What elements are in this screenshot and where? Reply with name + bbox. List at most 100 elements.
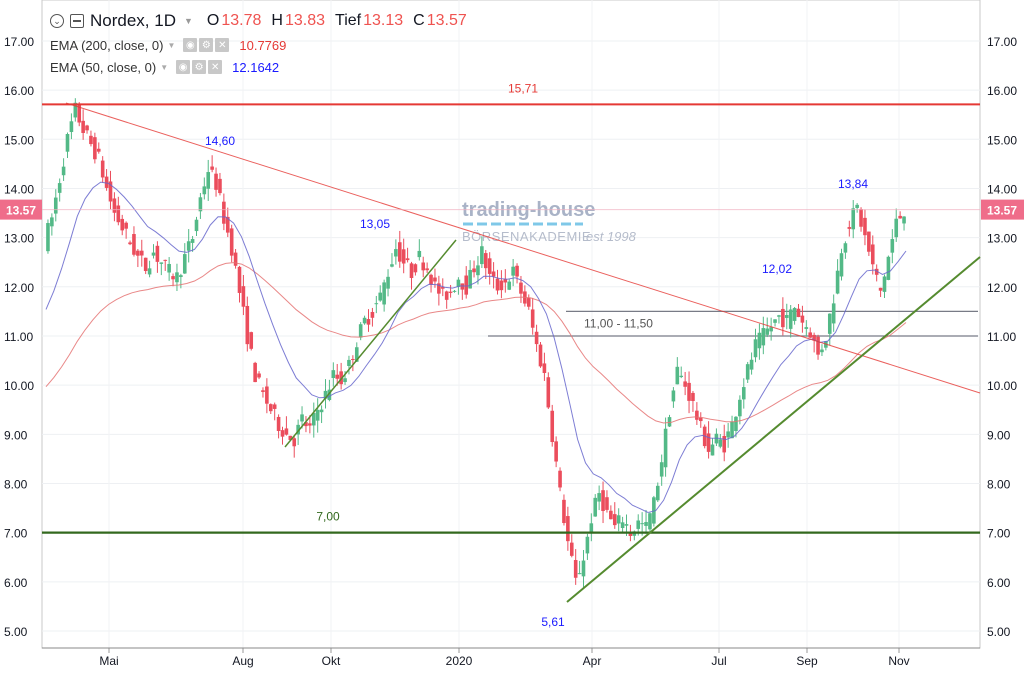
caret-down-icon[interactable]: ▼ xyxy=(183,16,193,26)
candle-body xyxy=(128,242,132,245)
y-tick-left: 7.00 xyxy=(4,527,28,541)
gear-icon[interactable]: ⚙ xyxy=(199,38,214,52)
watermark-line2: BÖRSENAKADEMIE xyxy=(462,229,591,244)
candle-body xyxy=(268,404,273,412)
candle-body xyxy=(765,328,770,335)
gear-icon[interactable]: ⚙ xyxy=(192,60,207,74)
candle-body xyxy=(898,215,902,219)
ema50-value: 12.1642 xyxy=(232,59,280,75)
y-tick-right: 15.00 xyxy=(987,133,1017,147)
candle-body xyxy=(210,166,214,170)
candle-body xyxy=(589,523,594,533)
candle-body xyxy=(808,332,813,338)
candle-body xyxy=(421,262,426,271)
candle-body xyxy=(550,410,555,443)
candle-body xyxy=(679,375,684,378)
candle-body xyxy=(335,374,340,379)
candle-body xyxy=(620,522,625,529)
candle-body xyxy=(691,392,695,402)
candle-body xyxy=(585,536,590,554)
candle-body xyxy=(878,287,883,291)
close-icon[interactable]: ✕ xyxy=(215,38,230,52)
candle-body xyxy=(386,276,390,289)
watermark-line3: est 1998 xyxy=(586,229,637,244)
horizontal-levels: 15,71 7,00 xyxy=(42,81,980,534)
candle-body xyxy=(53,197,58,214)
y-tick-right: 13.00 xyxy=(987,232,1017,246)
x-tick-label: Okt xyxy=(322,654,341,668)
candle-body xyxy=(159,262,164,264)
support-zone: 11,00 - 11,50 xyxy=(488,310,978,337)
candle-body xyxy=(147,268,152,275)
y-tick-right: 7.00 xyxy=(987,527,1011,541)
candle-body xyxy=(781,308,785,328)
candle-body xyxy=(566,516,570,542)
candle-body xyxy=(296,424,300,435)
candle-body xyxy=(616,515,621,524)
price-annotation: 13,05 xyxy=(360,217,390,231)
candle-body xyxy=(753,339,758,358)
candle-body xyxy=(710,444,715,456)
y-tick-right: 6.00 xyxy=(987,576,1011,590)
price-annotation: 12,02 xyxy=(762,262,792,276)
y-tick-right: 5.00 xyxy=(987,625,1011,639)
uptrend-line-short xyxy=(284,239,457,448)
candle-body xyxy=(362,317,367,324)
candle-body xyxy=(136,250,140,256)
symbol-title[interactable]: Nordex, 1D xyxy=(90,11,176,30)
candle-body xyxy=(280,430,285,437)
candle-body xyxy=(472,268,476,273)
caret-down-icon[interactable]: ▼ xyxy=(167,40,176,50)
y-tick-left: 12.00 xyxy=(4,281,34,295)
candle-body xyxy=(816,336,820,355)
close-icon[interactable]: ✕ xyxy=(208,60,223,74)
collapse-icon[interactable] xyxy=(70,14,84,28)
ema50-label[interactable]: EMA (50, close, 0) xyxy=(50,59,157,75)
candle-body xyxy=(519,282,523,294)
last-price-label-right: 13.57 xyxy=(987,204,1017,218)
candle-body xyxy=(831,303,836,324)
last-price-tag-left xyxy=(0,199,42,220)
candle-body xyxy=(257,373,261,378)
eye-icon[interactable]: ◉ xyxy=(183,38,198,52)
candle-body xyxy=(89,135,93,145)
candle-body xyxy=(120,218,125,231)
candle-body xyxy=(46,223,50,252)
candle-body xyxy=(515,265,519,277)
candle-body xyxy=(581,560,586,577)
open-value: 13.78 xyxy=(221,12,262,29)
candle-body xyxy=(292,438,297,447)
candle-body xyxy=(597,493,601,502)
x-tick-label: Sep xyxy=(796,654,818,668)
eye-icon[interactable]: ◉ xyxy=(176,60,191,74)
candle-body xyxy=(870,244,875,265)
candle-body xyxy=(429,274,433,285)
candle-body xyxy=(671,390,676,402)
candle-body xyxy=(706,433,711,452)
candle-body xyxy=(792,307,797,321)
candle-body xyxy=(155,245,160,262)
candle-body xyxy=(163,259,168,261)
candle-body xyxy=(890,239,895,253)
candle-body xyxy=(593,497,598,517)
symbol-row: ⌄ Nordex, 1D ▼ O 13.78 H 13.83 Tief 13.1… xyxy=(50,8,477,34)
candle-body xyxy=(867,231,871,252)
ema200-label[interactable]: EMA (200, close, 0) xyxy=(50,37,164,53)
candle-body xyxy=(186,241,191,251)
candle-body xyxy=(96,148,101,152)
candle-body xyxy=(546,377,551,408)
caret-down-icon[interactable]: ▼ xyxy=(160,62,169,72)
x-tick-label: Nov xyxy=(888,654,909,668)
candle-body xyxy=(530,309,535,328)
candle-body xyxy=(366,319,371,325)
candle-body xyxy=(214,173,218,190)
chevron-down-icon[interactable]: ⌄ xyxy=(50,14,64,28)
candle-body xyxy=(233,252,238,266)
candle-body xyxy=(667,417,672,427)
candle-body xyxy=(143,257,148,272)
candle-body xyxy=(182,254,187,274)
candle-body xyxy=(612,514,617,526)
close-value: 13.57 xyxy=(426,12,467,29)
ema-lines xyxy=(45,181,907,514)
